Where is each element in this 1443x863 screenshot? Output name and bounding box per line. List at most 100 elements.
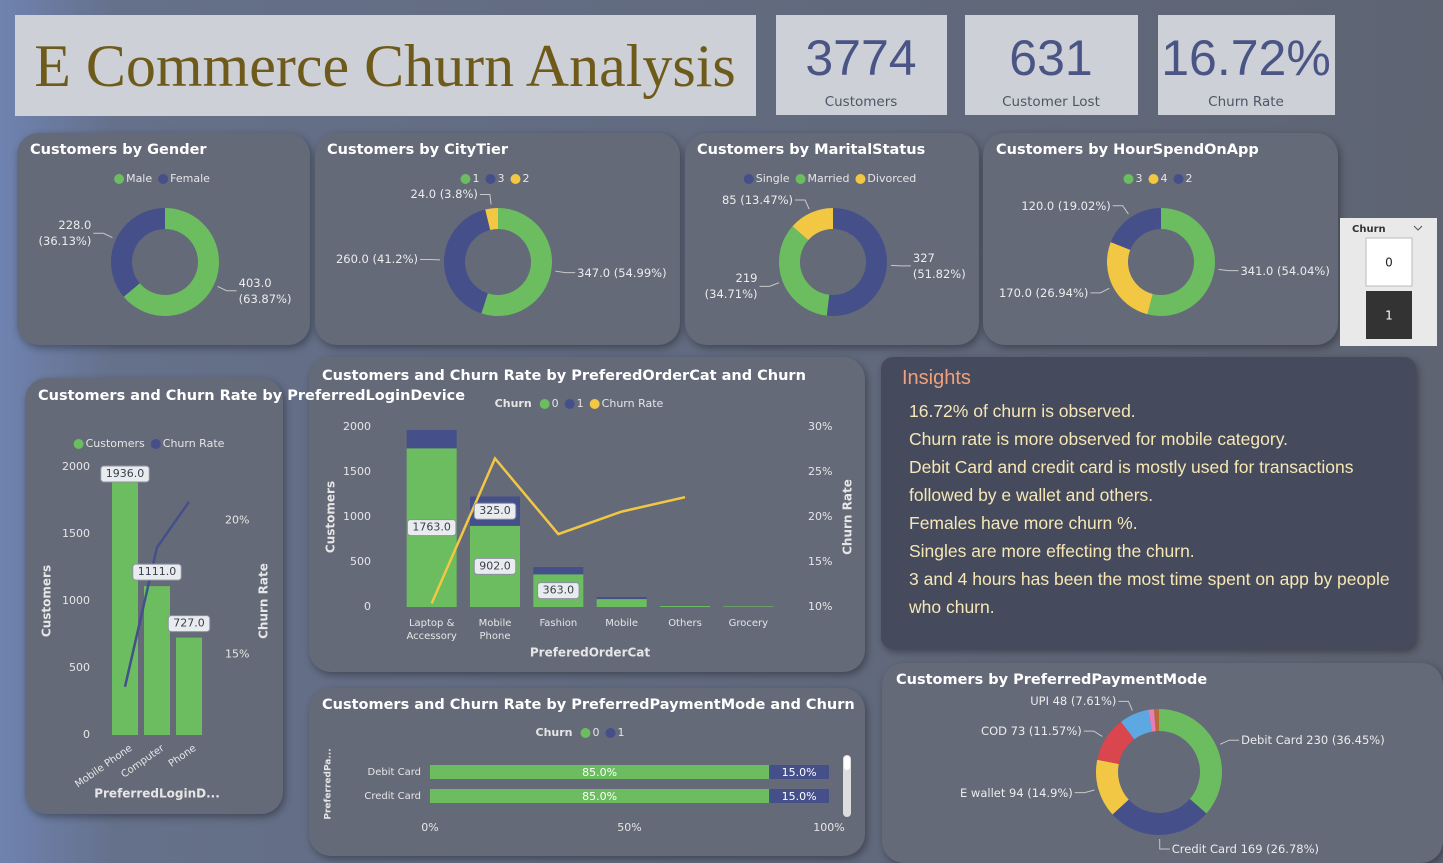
legend-title: Churn — [495, 397, 532, 410]
data-label: 260.0 (41.2%) — [335, 252, 419, 267]
bar — [769, 765, 829, 779]
leader-line — [1219, 739, 1240, 745]
x-tick-label-box: Others — [668, 618, 702, 629]
donut-slice — [1112, 799, 1207, 836]
slicer-chevron[interactable] — [1413, 225, 1423, 231]
insight-item: Females have more churn %. — [909, 513, 1138, 533]
slicer-item[interactable]: 1 — [1385, 309, 1393, 323]
title-box — [15, 15, 756, 116]
y-axis-title: Customers — [324, 481, 338, 553]
y2-tick-label: 25% — [808, 465, 832, 478]
data-label-bg — [473, 557, 517, 575]
x-tick-label: 50% — [617, 821, 641, 834]
legend: Customers Churn Rate — [73, 437, 225, 450]
legend-marker — [855, 174, 866, 184]
bar — [769, 789, 829, 803]
data-label-box: 228.0 (36.13%) — [39, 218, 92, 248]
data-label: Credit Card 169 (26.78%) — [1171, 841, 1319, 856]
legend-marker — [1123, 174, 1134, 184]
x-tick-label: 100% — [813, 821, 844, 834]
data-label-bg — [100, 465, 150, 483]
data-label-text: 1936.0 — [106, 467, 145, 480]
insights-list-box: 16.72% of churn is observed. Churn rate i… — [909, 401, 1390, 617]
kpi-card — [776, 15, 947, 115]
y-tick-label: 2000 — [62, 460, 90, 473]
bar — [144, 586, 170, 735]
data-label-box: 347.0 (54.99%) — [577, 266, 666, 280]
legend-marker — [485, 174, 496, 184]
x-tick-label-box: Mobile — [605, 618, 638, 629]
data-label-bg — [167, 615, 211, 633]
x-tick-label-box: Laptop & Accessory — [406, 618, 457, 642]
data-label-box: Credit Card 169 (26.78%) — [1171, 841, 1319, 856]
scrollbar-thumb[interactable] — [844, 756, 850, 770]
donut-slice — [1159, 709, 1222, 814]
donut-slice — [1097, 721, 1135, 764]
kpi-card — [965, 15, 1138, 115]
bar — [430, 789, 770, 803]
leader-line — [890, 264, 911, 267]
insights-card — [881, 357, 1416, 649]
leader-line — [1159, 838, 1170, 850]
y-tick-label: 0 — [83, 728, 90, 741]
insights-title: Insights — [902, 367, 971, 389]
data-label-box: 170.0 (26.94%) — [999, 286, 1088, 300]
chart-title: Customers by HourSpendOnApp — [996, 142, 1259, 158]
leader-line — [93, 232, 113, 238]
donut-slice — [779, 226, 830, 316]
bar — [406, 429, 457, 449]
legend-marker — [743, 174, 754, 184]
slicer-option[interactable] — [1365, 237, 1413, 287]
legend-marker — [580, 728, 591, 738]
data-label: 1936.0 — [100, 465, 150, 483]
line — [123, 501, 191, 688]
data-label: 15.0% — [782, 790, 817, 803]
legend-label: Single — [756, 172, 790, 185]
data-label: 1111.0 — [132, 563, 182, 581]
legend-label: 4 — [1161, 172, 1168, 185]
x-tick-label: Laptop & Accessory — [406, 618, 457, 642]
slicer-title: Churn — [1352, 224, 1386, 235]
insight-item: Debit Card and credit card is mostly use… — [909, 457, 1354, 505]
kpi-label: Customers — [825, 94, 898, 110]
donut-slice — [1107, 242, 1153, 315]
card — [983, 133, 1338, 345]
dashboard-title: E Commerce Churn Analysis — [34, 33, 736, 99]
bar — [723, 606, 774, 607]
data-label-box: 120.0 (19.02%) — [1021, 198, 1111, 213]
legend-marker — [589, 399, 600, 409]
y-tick-label: 500 — [350, 555, 371, 568]
leader-line — [1090, 287, 1110, 294]
data-label: 85.0% — [582, 766, 617, 779]
bar — [176, 637, 202, 735]
leader-line — [1083, 730, 1103, 737]
data-label-text: 727.0 — [173, 617, 205, 630]
data-label: 1763.0 — [406, 519, 457, 537]
chart-title: Customers and Churn Rate by PreferredLog… — [38, 388, 465, 404]
data-label: UPI 48 (7.61%) — [1030, 694, 1117, 709]
slicer-item[interactable]: 0 — [1385, 256, 1393, 270]
data-label-text: 1111.0 — [138, 565, 177, 578]
y2-tick-label: 15% — [225, 648, 249, 661]
data-label-box: 327 (51.82%) — [912, 250, 966, 281]
legend: Churn 0 1 Churn Rate — [495, 397, 664, 410]
kpi-label: Churn Rate — [1208, 94, 1284, 110]
data-label-bg — [537, 582, 580, 600]
legend-label: 1 — [618, 726, 625, 739]
data-label: E wallet 94 (14.9%) — [960, 785, 1073, 800]
legend-marker — [510, 174, 521, 184]
leader-line — [1112, 205, 1129, 215]
data-label: 120.0 (19.02%) — [1021, 198, 1111, 213]
data-label: 327 (51.82%) — [912, 250, 966, 281]
data-label: 727.0 — [167, 615, 211, 633]
leader-line — [795, 199, 810, 210]
donut-slice — [123, 208, 220, 317]
scrollbar[interactable] — [843, 755, 851, 817]
bar — [596, 597, 647, 600]
insights-title-box: Insights — [902, 367, 971, 389]
x-tick-label: Grocery — [728, 618, 769, 629]
y-tick-label: 1000 — [343, 510, 371, 523]
slicer-option[interactable] — [1366, 291, 1412, 339]
bar — [533, 567, 584, 575]
data-label: 219 (34.71%) — [704, 271, 758, 302]
